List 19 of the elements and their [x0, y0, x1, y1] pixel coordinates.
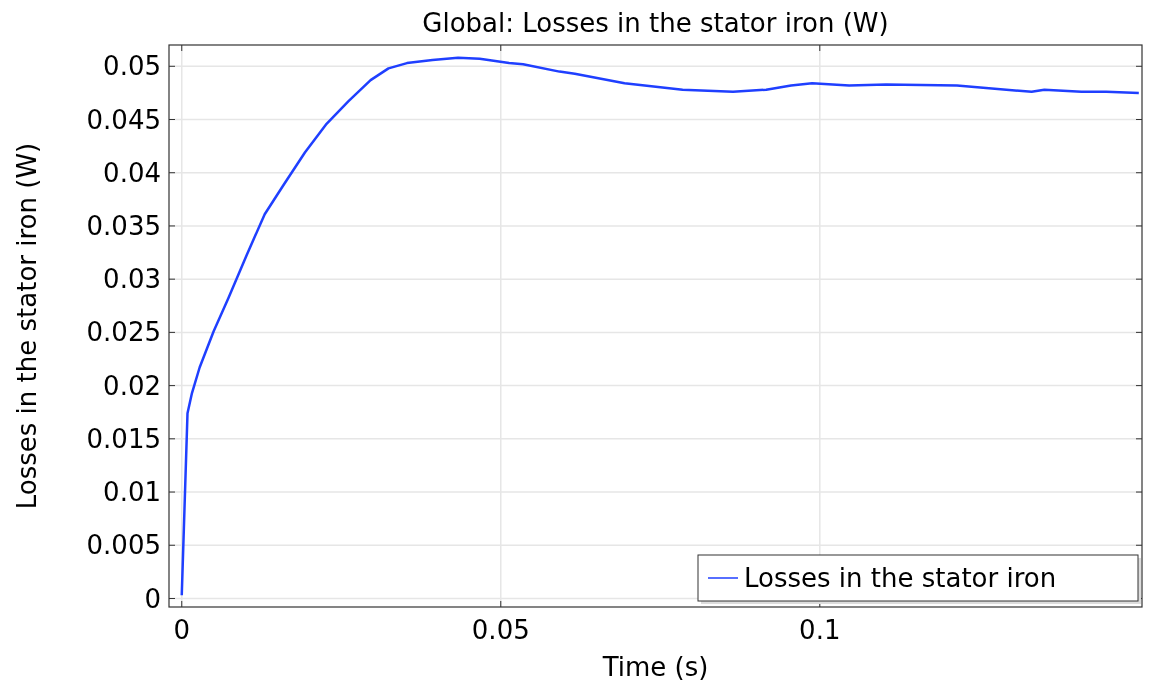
x-tick-label: 0: [173, 615, 191, 645]
y-tick-label: 0.03: [103, 264, 161, 295]
y-tick-label: 0.01: [103, 477, 161, 508]
line-series: [180, 56, 1141, 597]
y-tick-label: 0.04: [103, 157, 161, 188]
x-axis-title: Time (s): [601, 652, 709, 682]
y-axis-title: Losses in the stator iron (W): [12, 142, 42, 510]
y-tick-label: 0.045: [86, 104, 161, 135]
y-tick-label: 0: [144, 583, 161, 614]
y-tick-label: 0.035: [86, 211, 161, 242]
chart-title: Global: Losses in the stator iron (W): [422, 8, 889, 38]
y-tick-label: 0.025: [86, 317, 161, 348]
x-tick-label: 0.1: [799, 615, 841, 645]
y-tick-label: 0.015: [86, 423, 161, 454]
y-tick-label: 0.05: [103, 51, 161, 82]
y-tick-label: 0.02: [103, 370, 161, 401]
y-tick-label: 0.005: [86, 530, 161, 561]
legend-label: Losses in the stator iron: [744, 563, 1057, 594]
x-tick-label: 0.05: [471, 615, 530, 645]
